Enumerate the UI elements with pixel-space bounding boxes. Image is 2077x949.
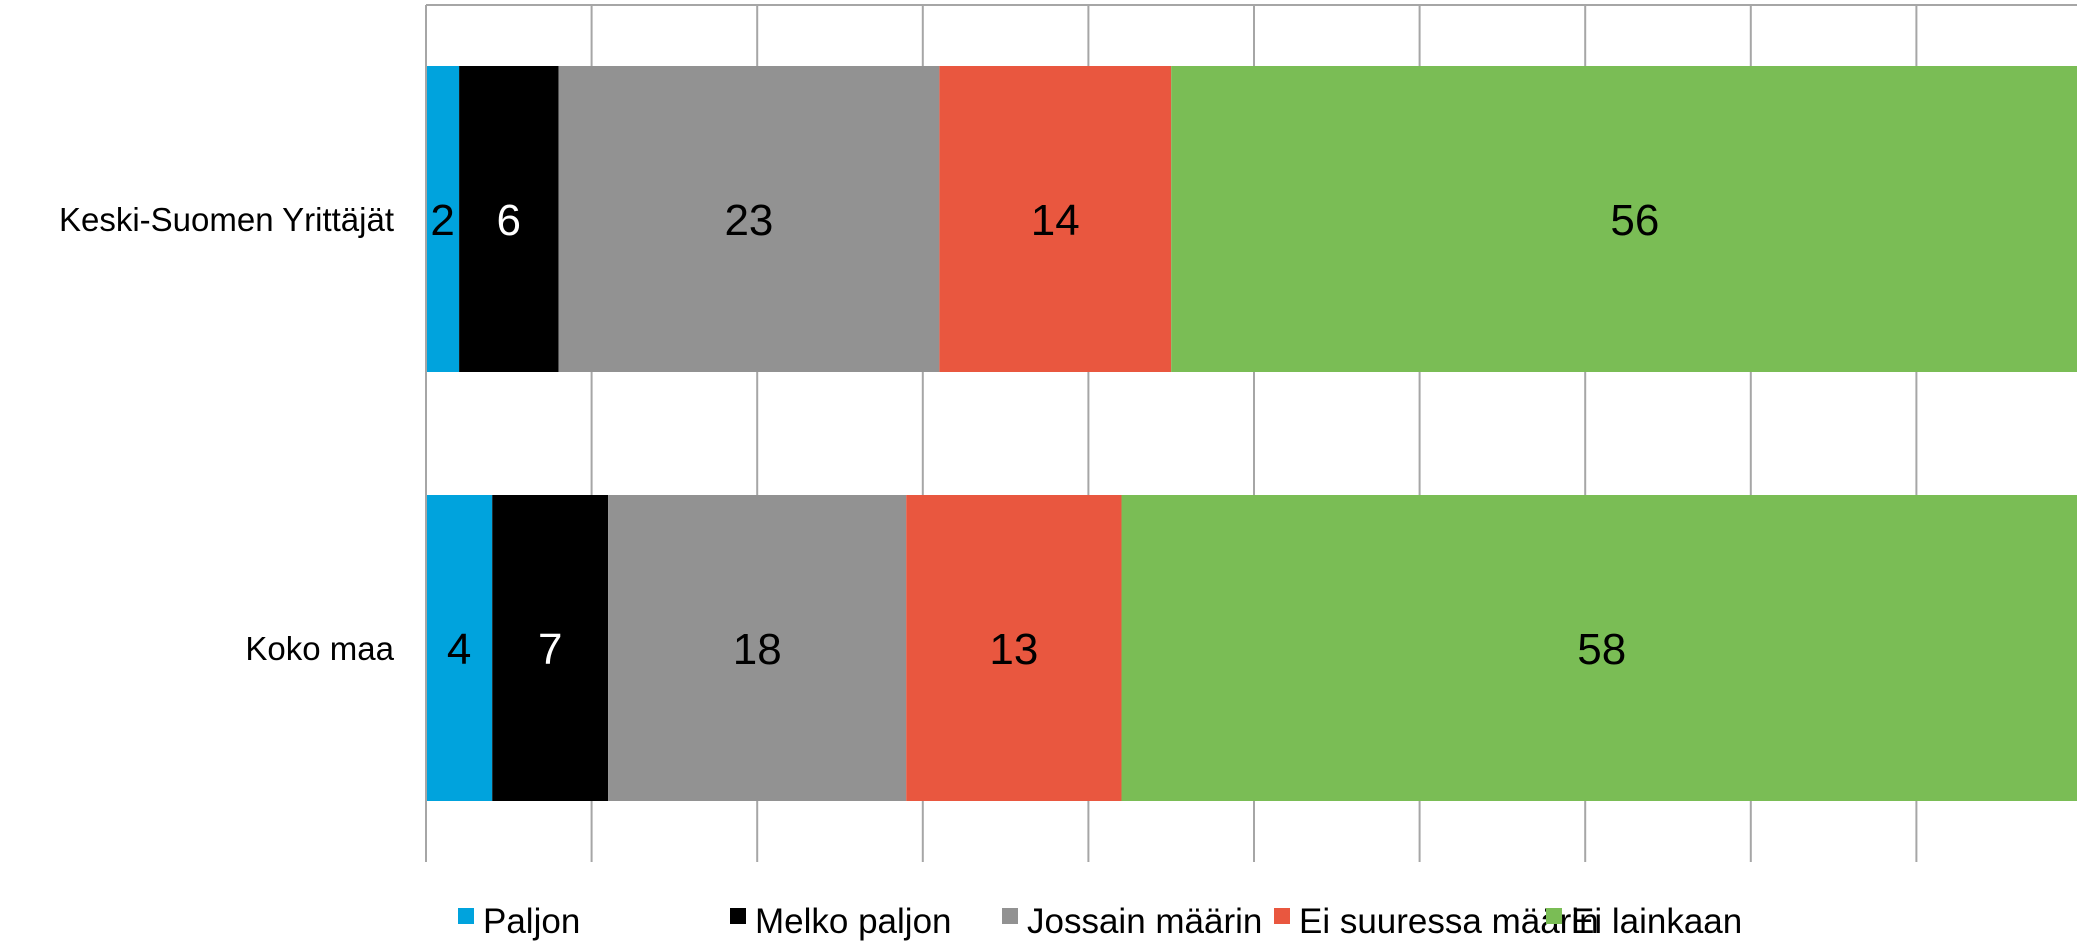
bar-2-segment-4: [906, 495, 1122, 801]
legend-swatch-4: [1274, 908, 1290, 924]
data-label-1-5: 56: [1610, 196, 1659, 245]
bar-2-segment-5: [1121, 495, 2077, 801]
data-label-2-4: 13: [989, 625, 1038, 674]
legend-label-3: Jossain määrin: [1027, 902, 1262, 941]
bar-2-segment-1: [426, 495, 493, 801]
legend-label-2: Melko paljon: [755, 902, 952, 941]
data-label-2-5: 58: [1577, 625, 1626, 674]
legend-swatch-2: [730, 908, 746, 924]
data-label-1-1: 2: [430, 196, 454, 245]
data-label-1-4: 14: [1031, 196, 1080, 245]
axes: Keski-Suomen Yrittäjät Koko maa: [59, 5, 427, 862]
legend-swatch-1: [458, 908, 474, 924]
bars: [426, 66, 2077, 801]
legend-label-5: Ei lainkaan: [1571, 902, 1742, 941]
legend: Paljon Melko paljon Jossain määrin Ei suure…: [458, 902, 1742, 941]
data-label-2-3: 18: [733, 625, 782, 674]
bar-2-segment-3: [608, 495, 907, 801]
data-label-1-3: 23: [724, 196, 773, 245]
data-label-2-2: 7: [538, 625, 562, 674]
bar-1-segment-3: [558, 66, 940, 372]
bar-1-segment-2: [459, 66, 559, 372]
bar-1-segment-5: [1171, 66, 2077, 372]
legend-swatch-5: [1546, 908, 1562, 924]
bar-2-segment-2: [492, 495, 609, 801]
category-label-1: Keski-Suomen Yrittäjät: [59, 201, 394, 238]
data-label-1-2: 6: [497, 196, 521, 245]
bar-1-segment-1: [426, 66, 460, 372]
legend-swatch-3: [1002, 908, 1018, 924]
data-labels: 2 6 23 14 56 4 7 18 13 58: [430, 196, 1659, 674]
legend-label-1: Paljon: [483, 902, 580, 941]
bar-1-segment-4: [939, 66, 1172, 372]
data-label-2-1: 4: [447, 625, 471, 674]
category-label-2: Koko maa: [245, 630, 394, 667]
